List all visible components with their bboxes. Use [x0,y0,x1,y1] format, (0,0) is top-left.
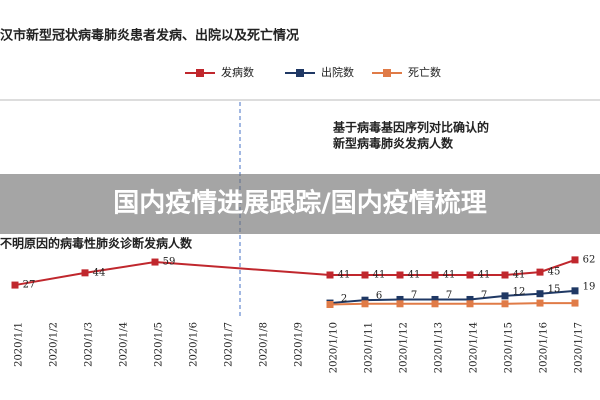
x-tick-label: 2020/1/6 [189,322,200,367]
x-tick-label: 2020/1/11 [364,322,375,373]
data-label: 45 [548,267,561,278]
series-line [329,289,576,305]
legend-marker [196,69,204,77]
legend-marker [296,69,304,77]
point [501,292,509,300]
x-tick-label: 2020/1/1 [14,322,25,367]
x-tick-label: 2020/1/13 [434,322,445,373]
point [536,268,544,276]
data-label: 62 [583,254,596,265]
point [11,281,19,289]
point [326,301,334,309]
x-tick-label: 2020/1/9 [294,322,305,367]
point [361,300,369,308]
x-tick-label: 2020/1/7 [224,322,235,367]
data-label: 59 [163,257,176,268]
x-tick-label: 2020/1/8 [259,322,270,367]
point [571,287,579,295]
data-label: 41 [443,269,456,280]
legend-marker [383,69,391,77]
annotation: 新型病毒肺炎发病人数 [333,136,454,151]
data-label: 7 [411,290,417,301]
x-tick-label: 2020/1/12 [399,322,410,373]
point [396,295,404,303]
data-label: 2 [341,294,347,305]
series-line [329,302,575,306]
point [501,300,509,308]
x-tick-label: 2020/1/14 [469,322,480,373]
data-label: 19 [583,281,596,292]
x-tick-label: 2020/1/5 [154,322,165,367]
x-tick-label: 2020/1/10 [329,322,340,373]
annotation: 不明原因的病毒性肺炎诊断发病人数 [0,236,193,251]
data-label: 27 [23,280,36,291]
point [361,296,369,304]
point [431,300,439,308]
point [501,271,509,279]
x-tick-label: 2020/1/17 [574,322,585,373]
data-label: 41 [513,269,526,280]
legend-label: 出院数 [321,65,354,79]
data-label: 6 [376,291,382,302]
point [466,295,474,303]
point [536,290,544,298]
chart-title: 汉市新型冠状病毒肺炎患者发病、出院以及死亡情况 [0,28,299,44]
point [326,271,334,279]
x-tick-label: 2020/1/15 [504,322,515,373]
data-label: 41 [478,269,491,280]
point [361,271,369,279]
banner-text: 国内疫情进展跟踪/国内疫情梳理 [113,188,487,219]
point [396,271,404,279]
annotation: 基于病毒基因序列对比确认的 [332,120,489,135]
legend-label: 发病数 [221,65,254,79]
data-label: 7 [481,290,487,301]
data-label: 41 [373,269,386,280]
point [396,300,404,308]
point [571,256,579,264]
data-label: 41 [338,269,351,280]
data-label: 7 [446,290,452,301]
legend-label: 死亡数 [408,65,441,79]
point [151,258,159,266]
data-label: 44 [93,267,106,278]
plot: 2020/1/1 2020/1/2 2020/1/3 2020/1/4 2020/1/5… [11,65,596,373]
point [466,300,474,308]
x-tick-label: 2020/1/3 [84,322,95,367]
data-label: 12 [513,286,526,297]
point [81,269,89,277]
banner-bg [0,174,600,234]
point [536,299,544,307]
point [466,271,474,279]
x-tick-label: 2020/1/4 [119,322,130,367]
x-tick-label: 2020/1/2 [49,322,60,367]
point [431,295,439,303]
data-label: 41 [408,269,421,280]
x-tick-label: 2020/1/16 [539,322,550,373]
point [571,299,579,307]
data-label: 15 [548,284,561,295]
point [431,271,439,279]
